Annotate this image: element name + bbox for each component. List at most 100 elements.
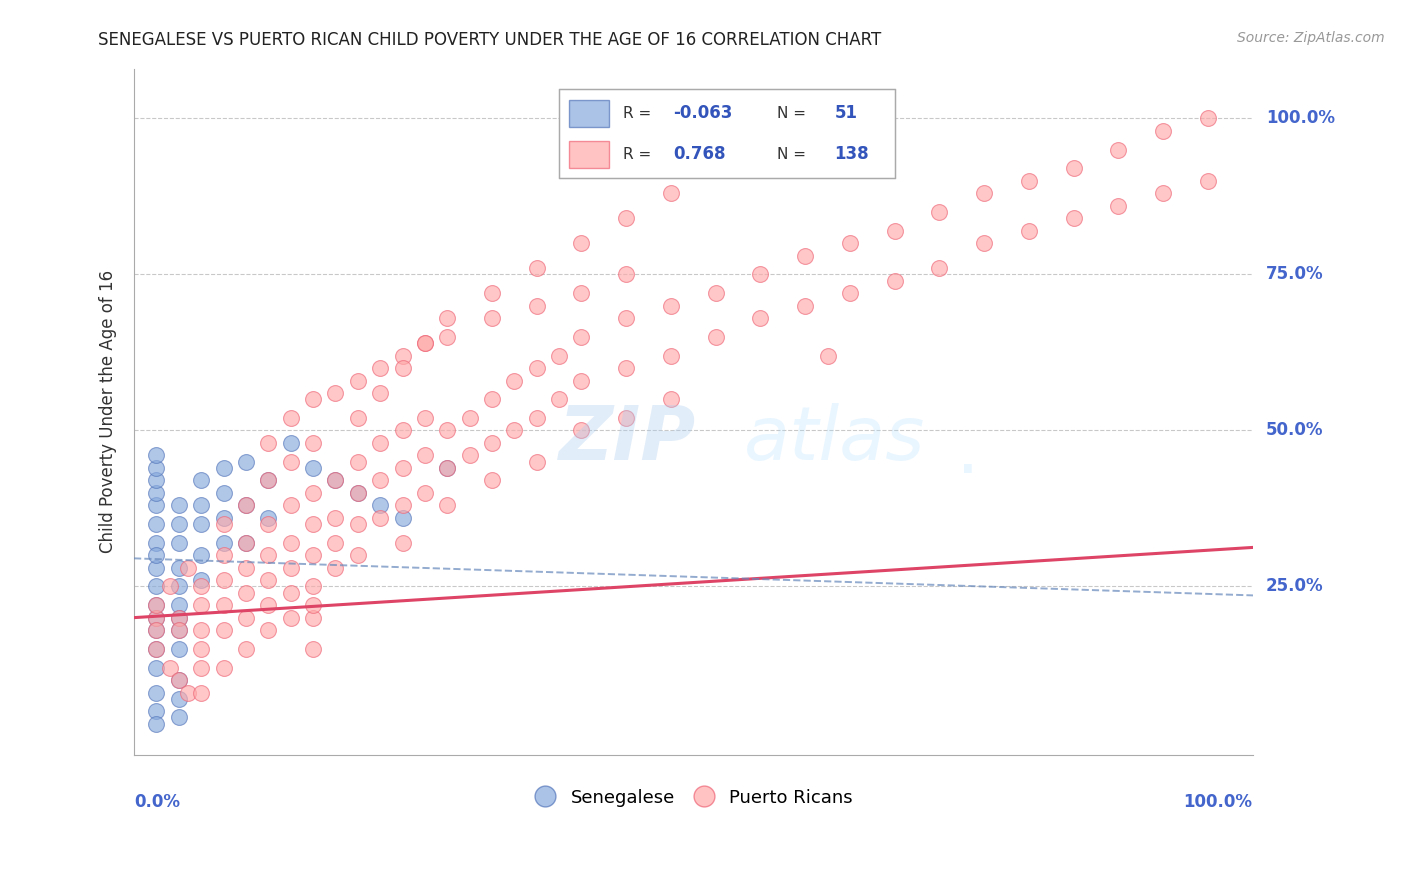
- Point: [302, 598, 325, 612]
- Point: [1018, 174, 1040, 188]
- Point: [257, 598, 280, 612]
- Point: [167, 610, 190, 624]
- Point: [526, 299, 548, 313]
- Point: [391, 361, 413, 376]
- Point: [503, 374, 526, 388]
- Point: [1063, 211, 1085, 226]
- Point: [145, 623, 167, 637]
- Point: [436, 330, 458, 344]
- Point: [257, 548, 280, 562]
- Point: [659, 392, 682, 407]
- Point: [1152, 186, 1174, 201]
- Point: [368, 386, 391, 401]
- Point: [235, 455, 257, 469]
- Point: [167, 516, 190, 531]
- Point: [190, 641, 212, 656]
- Point: [614, 211, 637, 226]
- Point: [436, 461, 458, 475]
- Point: [704, 330, 727, 344]
- Point: [235, 641, 257, 656]
- Point: [190, 660, 212, 674]
- Point: [526, 361, 548, 376]
- Point: [325, 386, 347, 401]
- Text: 50.0%: 50.0%: [1267, 421, 1323, 440]
- Point: [526, 261, 548, 276]
- Point: [391, 424, 413, 438]
- Point: [368, 436, 391, 450]
- Point: [614, 361, 637, 376]
- Point: [368, 510, 391, 524]
- Point: [177, 685, 200, 699]
- Point: [391, 349, 413, 363]
- Point: [325, 474, 347, 488]
- Point: [614, 311, 637, 326]
- Point: [190, 498, 212, 512]
- Point: [973, 186, 995, 201]
- Point: [571, 330, 593, 344]
- Point: [1063, 161, 1085, 176]
- Point: [145, 641, 167, 656]
- Point: [413, 336, 436, 351]
- Point: [145, 704, 167, 718]
- Text: atlas: atlas: [744, 403, 925, 475]
- Point: [346, 411, 368, 425]
- Point: [368, 361, 391, 376]
- Point: [481, 392, 503, 407]
- Point: [235, 535, 257, 549]
- Point: [235, 585, 257, 599]
- Point: [928, 261, 950, 276]
- Point: [212, 510, 235, 524]
- Point: [346, 485, 368, 500]
- Point: [839, 286, 862, 301]
- Point: [526, 455, 548, 469]
- Point: [280, 585, 302, 599]
- Point: [177, 560, 200, 574]
- Point: [436, 461, 458, 475]
- Point: [1018, 224, 1040, 238]
- Point: [325, 510, 347, 524]
- Point: [190, 573, 212, 587]
- Text: 100.0%: 100.0%: [1184, 793, 1253, 811]
- Point: [257, 474, 280, 488]
- Point: [749, 136, 772, 151]
- Text: 75.0%: 75.0%: [1267, 266, 1323, 284]
- Point: [571, 424, 593, 438]
- Point: [704, 161, 727, 176]
- Point: [145, 548, 167, 562]
- Point: [302, 610, 325, 624]
- Point: [436, 424, 458, 438]
- Point: [749, 268, 772, 282]
- Point: [145, 716, 167, 731]
- Point: [190, 548, 212, 562]
- Point: [235, 535, 257, 549]
- Point: [346, 374, 368, 388]
- Point: [391, 510, 413, 524]
- Point: [280, 560, 302, 574]
- Point: [413, 336, 436, 351]
- Point: [1107, 199, 1129, 213]
- Point: [145, 560, 167, 574]
- Point: [839, 236, 862, 251]
- Text: 25.0%: 25.0%: [1267, 577, 1323, 596]
- Point: [190, 598, 212, 612]
- Point: [212, 598, 235, 612]
- Text: ZIP: ZIP: [560, 402, 696, 475]
- Point: [212, 548, 235, 562]
- Point: [212, 660, 235, 674]
- Point: [973, 236, 995, 251]
- Point: [883, 274, 905, 288]
- Point: [257, 474, 280, 488]
- Point: [302, 392, 325, 407]
- Point: [190, 474, 212, 488]
- Point: [928, 205, 950, 219]
- Point: [235, 498, 257, 512]
- Point: [346, 455, 368, 469]
- Point: [458, 449, 481, 463]
- Point: [167, 673, 190, 687]
- Point: [548, 392, 571, 407]
- Point: [159, 579, 181, 593]
- Point: [346, 548, 368, 562]
- Point: [413, 485, 436, 500]
- Point: [614, 411, 637, 425]
- Point: [145, 660, 167, 674]
